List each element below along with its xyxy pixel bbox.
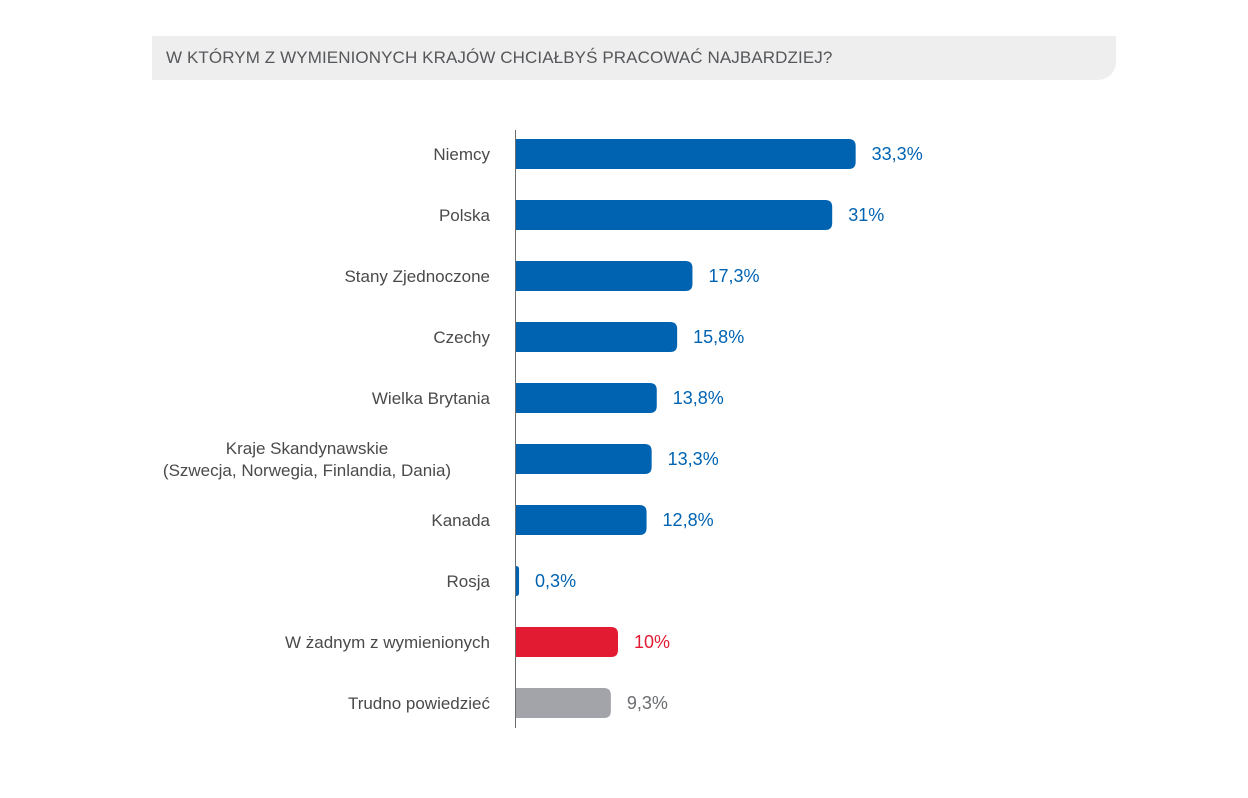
category-label: Kraje Skandynawskie (Szwecja, Norwegia, F… [163, 439, 451, 480]
category-label: Wielka Brytania [372, 389, 491, 408]
bar [516, 505, 647, 535]
category-label: Trudno powiedzieć [348, 694, 491, 713]
category-label-line: Rosja [447, 572, 491, 591]
category-label-line: Niemcy [433, 145, 490, 164]
chart-title: W KTÓRYM Z WYMIENIONYCH KRAJÓW CHCIAŁBYŚ… [166, 48, 833, 67]
value-label: 13,3% [668, 449, 719, 469]
bar [516, 566, 520, 596]
category-label-line: Polska [439, 206, 491, 225]
category-label: Rosja [447, 572, 491, 591]
bar [516, 200, 833, 230]
chart-title-band: W KTÓRYM Z WYMIENIONYCH KRAJÓW CHCIAŁBYŚ… [152, 36, 1116, 80]
category-label: W żadnym z wymienionych [285, 633, 490, 652]
category-label-line: Kraje Skandynawskie [226, 439, 389, 458]
value-label: 9,3% [627, 693, 668, 713]
bar [516, 383, 657, 413]
value-label: 10% [634, 632, 670, 652]
value-label: 13,8% [673, 388, 724, 408]
bar [516, 322, 678, 352]
value-label: 17,3% [708, 266, 759, 286]
value-label: 33,3% [872, 144, 923, 164]
category-label: Kanada [431, 511, 490, 530]
value-label: 0,3% [535, 571, 576, 591]
category-label-line: Czechy [433, 328, 490, 347]
category-label: Czechy [433, 328, 490, 347]
bar [516, 627, 618, 657]
category-label: Niemcy [433, 145, 490, 164]
category-label-line: W żadnym z wymienionych [285, 633, 490, 652]
bar [516, 261, 693, 291]
bar [516, 139, 856, 169]
category-label-line: Stany Zjednoczone [344, 267, 490, 286]
category-label-line: Kanada [431, 511, 490, 530]
category-label: Polska [439, 206, 491, 225]
value-label: 15,8% [693, 327, 744, 347]
bar [516, 444, 652, 474]
value-label: 31% [848, 205, 884, 225]
category-label-line: Wielka Brytania [372, 389, 491, 408]
category-label-line: (Szwecja, Norwegia, Finlandia, Dania) [163, 461, 451, 480]
value-label: 12,8% [663, 510, 714, 530]
category-label-line: Trudno powiedzieć [348, 694, 491, 713]
category-label: Stany Zjednoczone [344, 267, 490, 286]
bar [516, 688, 611, 718]
